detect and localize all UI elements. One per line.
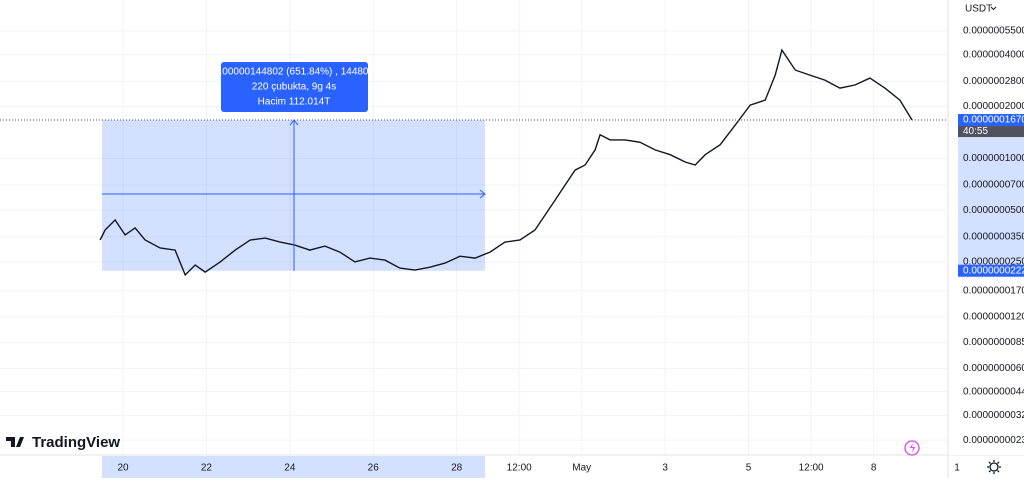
y-tick-label: 0.000000006000	[963, 363, 1024, 374]
x-tick-label: 12:00	[507, 463, 532, 474]
x-tick-label: 8	[871, 463, 877, 474]
start-price-label: 0.000000022214	[963, 265, 1024, 276]
x-tick-label: 1	[954, 463, 960, 474]
y-tick-label: 0.000000008500	[963, 337, 1024, 348]
currency-label: USDT	[965, 4, 992, 15]
y-tick-label: 0.000000035000	[963, 231, 1024, 242]
alert-icon[interactable]	[904, 440, 920, 456]
y-tick-label: 0.000000012000	[963, 311, 1024, 322]
last-price-label: 0.000000167016	[963, 115, 1024, 126]
y-tick-label: 0.000000200000	[963, 101, 1024, 112]
last-price-badge	[958, 114, 1024, 127]
measure-tooltip	[221, 62, 368, 112]
settings-teeth	[987, 460, 1001, 474]
countdown-label: 40:55	[963, 126, 988, 137]
alert-bolt	[910, 443, 915, 453]
grid	[0, 0, 948, 455]
x-tick-label: 20	[117, 463, 129, 474]
brand: TradingView	[32, 434, 120, 451]
y-tick-label: 0.000000280000	[963, 76, 1024, 87]
y-tick-label: 0.000000017000	[963, 285, 1024, 296]
x-tick-label: 22	[201, 463, 213, 474]
x-tick-label: May	[572, 463, 591, 474]
y-tick-label: 0.000000550000	[963, 26, 1024, 37]
x-tick-label: 12:00	[799, 463, 824, 474]
start-price-badge	[958, 264, 1024, 277]
dropdown-icon	[990, 6, 997, 11]
time-range-highlight	[102, 456, 485, 478]
x-tick-label: 24	[284, 463, 296, 474]
time-axis	[0, 455, 1024, 478]
price-axis	[948, 0, 1024, 455]
y-tick-label: 0.000000004400	[963, 386, 1024, 397]
x-tick-label: 3	[662, 463, 668, 474]
y-tick-label: 0.000000025000	[963, 257, 1024, 268]
y-tick-label: 0.000000003200	[963, 410, 1024, 421]
settings-icon[interactable]	[989, 462, 999, 472]
logo: TradingView	[6, 434, 120, 451]
tooltip-line: 0.00000144802 (651.84%) , 144802	[214, 67, 375, 78]
tooltip-line: 220 çubukta, 9g 4s	[252, 82, 337, 93]
tooltip-line: Hacim 112.014T	[258, 97, 331, 108]
countdown-badge	[958, 126, 1024, 138]
arrow-head	[479, 189, 486, 199]
x-tick-label: 26	[368, 463, 380, 474]
y-tick-label: 0.000000050000	[963, 205, 1024, 216]
price-series	[99, 48, 913, 277]
y-tick-label: 0.000000002300	[963, 435, 1024, 446]
x-tick-label: 28	[451, 463, 463, 474]
price-line	[99, 48, 913, 277]
x-tick-label: 5	[746, 463, 752, 474]
y-tick-label: 0.000000100000	[963, 153, 1024, 164]
y-tick-label: 0.000000400000	[963, 49, 1024, 60]
axis-labels: 0.000000550000 0.000000400000 0.0000002800…	[117, 26, 1024, 474]
price-range-highlight	[958, 120, 1024, 271]
y-tick-label: 0.000000070000	[963, 180, 1024, 191]
logo-mark	[6, 437, 24, 447]
